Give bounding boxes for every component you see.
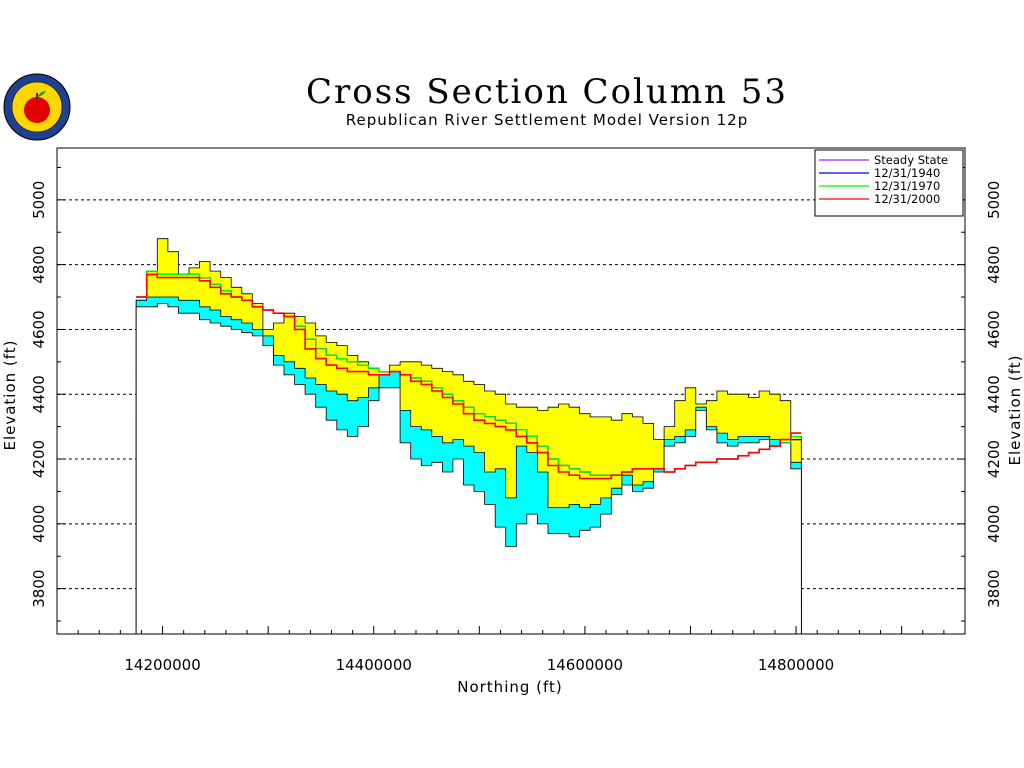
legend: Steady State12/31/194012/31/197012/31/20… — [814, 149, 964, 217]
chart-title: Cross Section Column 53 — [305, 72, 789, 112]
y-tick-label-left: 4000 — [30, 505, 48, 543]
y-tick-label-left: 4400 — [30, 375, 48, 413]
x-tick-label: 14600000 — [547, 656, 623, 674]
y-tick-label-left: 5000 — [30, 181, 48, 219]
x-tick-label: 14800000 — [758, 656, 834, 674]
chart-subtitle: Republican River Settlement Model Versio… — [345, 111, 749, 129]
x-axis-label: Northing (ft) — [457, 678, 563, 696]
line-layer — [136, 270, 802, 480]
y-tick-label-right: 4000 — [985, 505, 1003, 543]
legend-box — [814, 149, 964, 217]
plot-frame — [56, 147, 966, 635]
series-line-3 — [136, 273, 802, 480]
x-tick-label: 14200000 — [124, 656, 200, 674]
legend-label: 12/31/2000 — [874, 192, 940, 206]
y-tick-label-right: 3800 — [985, 570, 1003, 608]
tick-layer: 3800 3800 4000 4000 4200 4200 4400 4400 4600 4600… — [30, 166, 1003, 674]
y-tick-label-right: 5000 — [985, 181, 1003, 219]
legend-label: 12/31/1940 — [874, 166, 940, 180]
y-tick-label-right: 4400 — [985, 375, 1003, 413]
y-tick-label-left: 4800 — [30, 246, 48, 284]
y-tick-label-left: 3800 — [30, 570, 48, 608]
x-tick-label: 14400000 — [336, 656, 412, 674]
y-tick-label-left: 4200 — [30, 440, 48, 478]
y-axis-label-right: Elevation (ft) — [1006, 354, 1024, 465]
y-tick-label-left: 4600 — [30, 310, 48, 348]
y-tick-label-right: 4600 — [985, 310, 1003, 348]
y-tick-label-right: 4200 — [985, 440, 1003, 478]
y-tick-label-right: 4800 — [985, 246, 1003, 284]
legend-label: 12/31/1970 — [874, 179, 940, 193]
area-layer — [135, 238, 802, 634]
legend-label: Steady State — [874, 153, 948, 167]
logo-seal-icon — [3, 73, 71, 141]
y-axis-label-left: Elevation (ft) — [1, 339, 19, 450]
layer-aquifer-base — [135, 303, 802, 634]
